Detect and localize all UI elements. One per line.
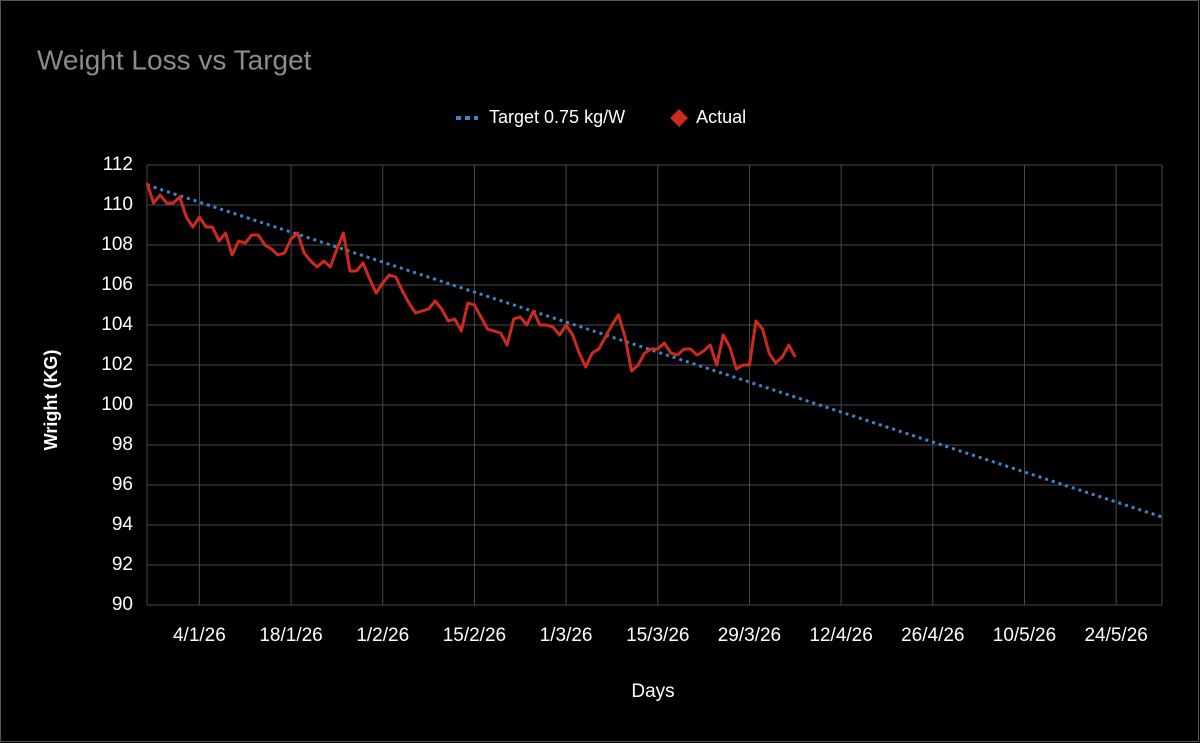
series-line (145, 182, 797, 373)
x-tick-label: 15/3/26 (626, 625, 689, 646)
y-tick-label: 104 (101, 314, 133, 335)
x-tick-label: 18/1/26 (259, 625, 322, 646)
y-tick-label: 106 (101, 274, 133, 295)
x-tick-label: 15/2/26 (443, 625, 506, 646)
x-tick-label: 10/5/26 (993, 625, 1056, 646)
y-tick-label: 112 (103, 154, 133, 175)
y-axis-label: Wright (KG) (41, 350, 61, 451)
x-tick-label: 26/4/26 (901, 625, 964, 646)
legend: Target 0.75 kg/W Actual (456, 107, 746, 127)
x-tick-label: 4/1/26 (173, 625, 226, 646)
y-tick-label: 102 (101, 354, 133, 375)
y-tick-label: 90 (112, 594, 133, 615)
y-tick-label: 94 (112, 514, 134, 535)
y-tick-label: 96 (112, 474, 133, 495)
plot-area (145, 182, 1163, 519)
x-tick-label: 12/4/26 (809, 625, 872, 646)
y-tick-label: 100 (101, 394, 133, 415)
y-tick-label: 92 (112, 554, 133, 575)
y-tick-label: 110 (103, 194, 133, 215)
legend-label: Actual (696, 107, 746, 127)
y-tick-label: 108 (101, 234, 133, 255)
x-axis-label: Days (631, 681, 674, 702)
chart-title: Weight Loss vs Target (37, 44, 312, 75)
legend-label: Target 0.75 kg/W (489, 107, 625, 127)
series-line (146, 183, 1163, 519)
y-tick-label: 98 (112, 434, 133, 455)
x-tick-label: 1/2/26 (356, 625, 409, 646)
x-tick-label: 29/3/26 (718, 625, 781, 646)
x-tick-label: 24/5/26 (1084, 625, 1147, 646)
legend-marker (670, 109, 689, 127)
x-tick-label: 1/3/26 (540, 625, 593, 646)
